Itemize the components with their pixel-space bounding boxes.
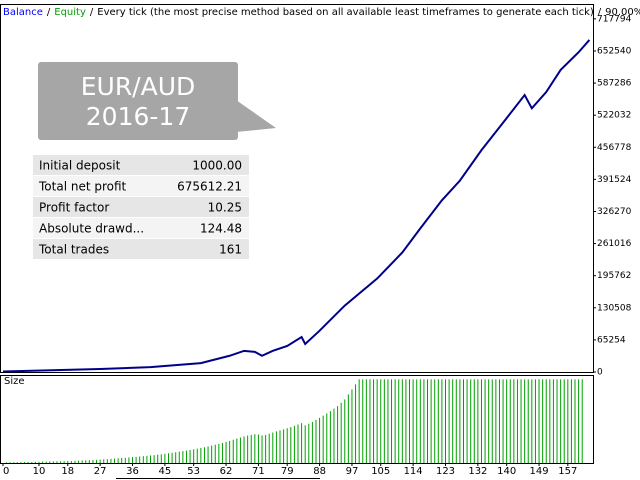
x-tick-label: 62: [220, 466, 233, 477]
y-tick-label: 261016: [597, 239, 632, 249]
stats-label: Profit factor: [39, 201, 109, 215]
stats-value: 10.25: [208, 201, 242, 215]
stats-label: Total net profit: [38, 180, 127, 194]
x-tick-label: 114: [404, 466, 423, 477]
stats-value: 675612.21: [177, 180, 242, 194]
x-tick-label: 18: [61, 466, 74, 477]
x-tick-label: 10: [33, 466, 46, 477]
callout-line: 2016-17: [86, 102, 190, 131]
x-tick-label: 79: [281, 466, 294, 477]
stats-row: [33, 218, 249, 238]
y-tick-label: 195762: [597, 271, 631, 281]
header-separator: /: [47, 7, 51, 18]
x-tick-label: 105: [371, 466, 390, 477]
x-tick-label: 140: [497, 466, 516, 477]
x-tick-label: 132: [468, 466, 487, 477]
stats-value: 1000.00: [192, 159, 242, 173]
header-item: Balance: [3, 7, 43, 18]
x-tick-label: 27: [94, 466, 107, 477]
header-item: Equity: [54, 7, 86, 18]
y-tick-label: 130508: [597, 303, 632, 313]
y-tick-label: 652540: [597, 46, 632, 56]
y-tick-label: 587286: [597, 79, 632, 89]
stats-row: [33, 176, 249, 196]
x-tick-label: 36: [126, 466, 139, 477]
header-separator: /: [598, 7, 602, 18]
x-tick-label: 0: [3, 466, 9, 477]
header-separator: /: [90, 7, 94, 18]
callout: EUR/AUD 2016-17: [38, 62, 276, 140]
y-tick-label: 717794: [597, 14, 632, 24]
y-tick-label: 391524: [597, 175, 632, 185]
y-tick-label: 522032: [597, 111, 631, 121]
x-tick-label: 71: [252, 466, 265, 477]
balance-line: [2, 39, 591, 373]
x-tick-label: 53: [187, 466, 200, 477]
y-tick-label: 65254: [597, 335, 626, 345]
x-tick-label: 157: [558, 466, 577, 477]
x-tick-label: 45: [159, 466, 172, 477]
y-tick-label: 456778: [597, 143, 632, 153]
stats-table: Initial deposit 1000.00 Total net profit 67…: [33, 155, 249, 259]
header-item: 90.00%: [605, 7, 640, 18]
size-panel: [0, 375, 594, 464]
callout-box: [38, 62, 238, 140]
x-tick-label: 123: [436, 466, 455, 477]
header-item: Every tick (the most precise method base…: [97, 7, 594, 18]
stats-row: [33, 197, 249, 217]
y-tick-label: 326270: [597, 207, 632, 217]
x-tick-label: 97: [346, 466, 359, 477]
stats-value: 124.48: [200, 222, 242, 236]
stats-label: Total trades: [38, 243, 109, 257]
stats-row: [33, 239, 249, 259]
x-tick-label: 149: [529, 466, 548, 477]
stats-label: Initial deposit: [39, 159, 121, 173]
x-tick-label: 88: [313, 466, 326, 477]
stats-value: 161: [219, 243, 242, 257]
callout-line: EUR/AUD: [81, 72, 196, 101]
header: Balance / Equity / Every tick (the most prec…: [3, 7, 640, 18]
y-tick-label: 0: [597, 368, 603, 378]
size-label: Size: [4, 376, 25, 387]
stats-label: Absolute drawd...: [39, 222, 144, 236]
callout-pointer: [236, 100, 276, 132]
stats-row: [33, 155, 249, 175]
